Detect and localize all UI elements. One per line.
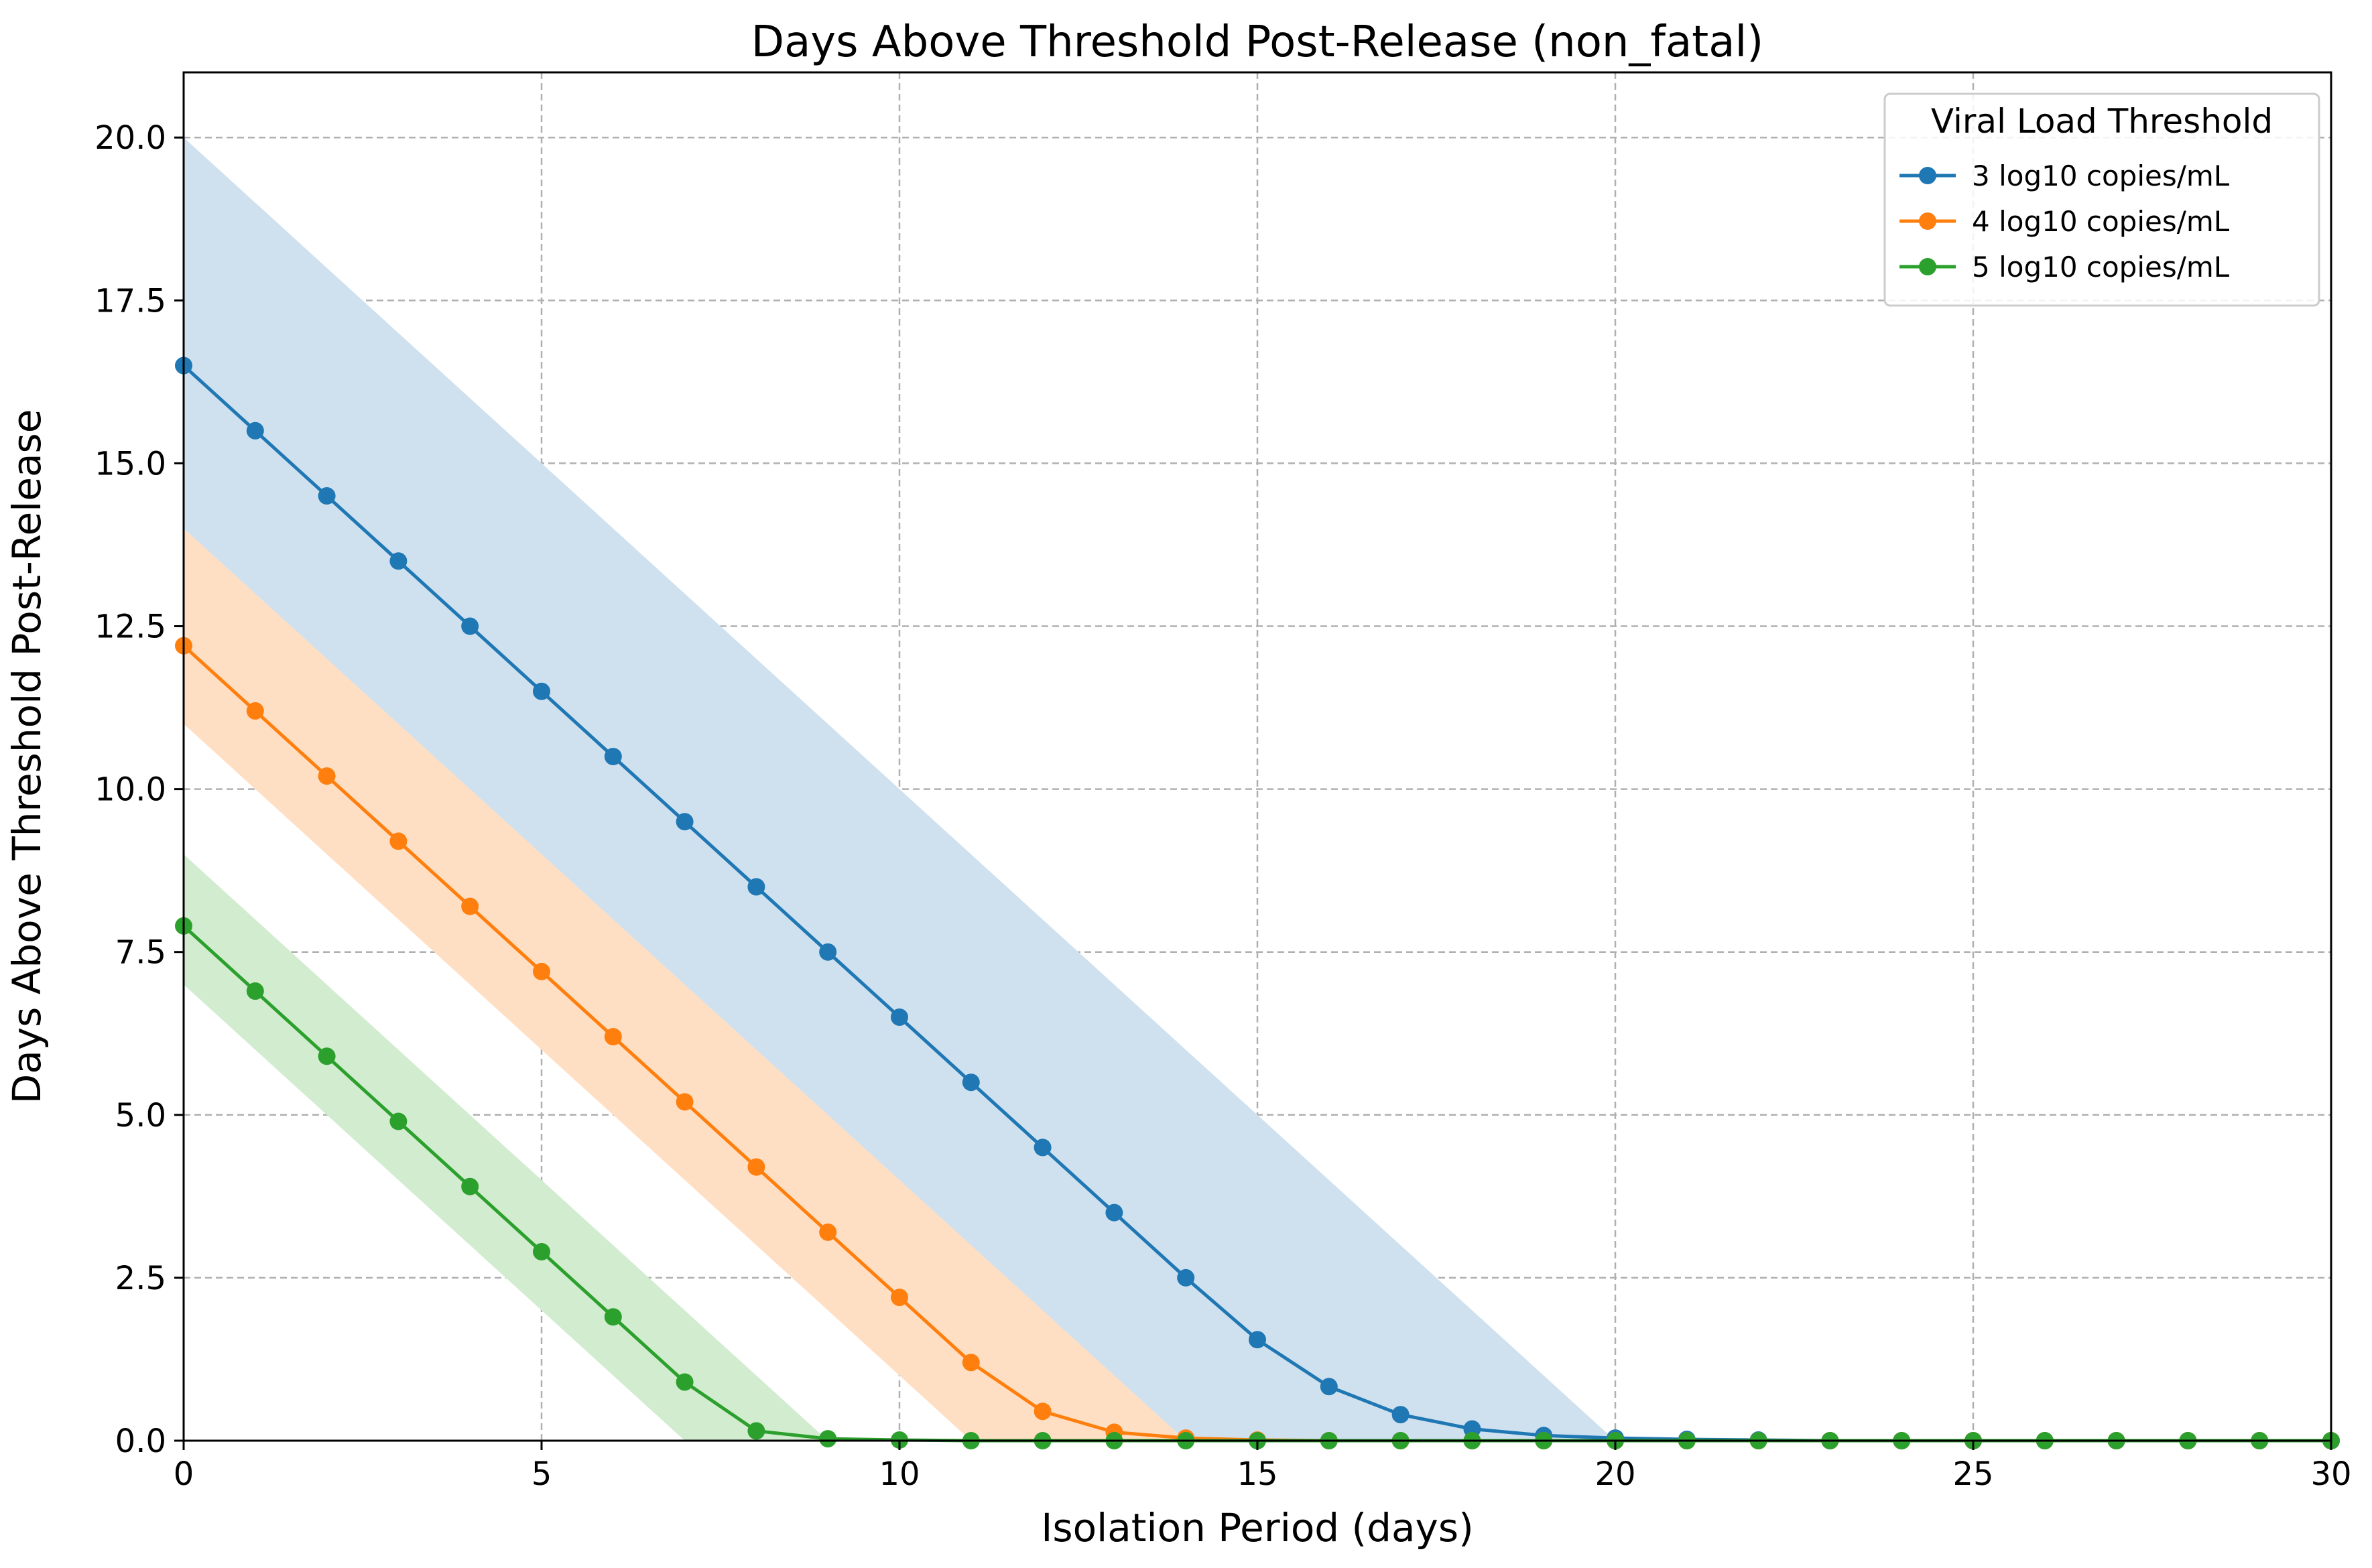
x-tick-label: 25 — [1952, 1455, 1993, 1493]
legend-entry: 3 log10 copies/mL — [1899, 159, 2230, 192]
x-axis-label: Isolation Period (days) — [1041, 1505, 1473, 1551]
data-point — [962, 1073, 980, 1092]
confidence-band — [184, 137, 2331, 1441]
data-point — [604, 1308, 622, 1326]
data-point — [389, 832, 408, 850]
data-point — [962, 1354, 980, 1372]
data-point — [533, 1243, 550, 1261]
x-tick-label: 5 — [532, 1455, 552, 1493]
axis-ticks: 0 5 10 15 20 25 30 0.0 2.5 5.0 7.5 10.0 12.5 15.0 17.5… — [95, 119, 2351, 1493]
y-tick-label: 5.0 — [115, 1097, 166, 1134]
data-point — [891, 1289, 908, 1307]
y-tick-label: 2.5 — [115, 1260, 166, 1297]
data-point — [1320, 1378, 1338, 1396]
y-axis-label: Days Above Threshold Post-Release — [4, 409, 50, 1104]
y-tick-label: 12.5 — [95, 608, 166, 646]
y-tick-label: 10.0 — [95, 771, 166, 809]
data-point — [676, 813, 694, 831]
data-point — [318, 1047, 336, 1065]
y-tick-label: 15.0 — [95, 445, 166, 482]
y-tick-label: 0.0 — [115, 1423, 166, 1460]
legend-marker-swatch — [1919, 258, 1936, 275]
legend-box — [1883, 92, 2320, 307]
data-point — [747, 1158, 765, 1176]
data-point — [1034, 1138, 1052, 1157]
data-point — [604, 748, 622, 765]
data-point — [389, 1112, 408, 1130]
y-tick-label: 20.0 — [95, 119, 166, 157]
data-point — [891, 1008, 908, 1026]
data-point — [819, 943, 837, 961]
data-point — [1105, 1203, 1123, 1222]
y-tick-label: 17.5 — [95, 282, 166, 320]
data-point — [246, 982, 264, 1000]
legend-marker-swatch — [1919, 212, 1936, 230]
confidence-band — [184, 528, 2331, 1441]
data-point — [533, 682, 550, 700]
data-point — [1249, 1331, 1266, 1349]
x-tick-label: 20 — [1595, 1455, 1635, 1493]
confidence-bands — [184, 137, 2331, 1441]
data-point — [533, 962, 550, 980]
data-point — [676, 1093, 694, 1111]
data-point — [1034, 1402, 1052, 1421]
legend-label: 5 log10 copies/mL — [1972, 251, 2230, 283]
x-tick-label: 10 — [879, 1455, 920, 1493]
data-point — [246, 421, 264, 440]
data-point — [819, 1430, 837, 1448]
chart-title: Days Above Threshold Post-Release (non_f… — [751, 17, 1763, 67]
legend: Viral Load Threshold 3 log10 copies/mL 4 … — [1883, 92, 2320, 307]
x-tick-label: 30 — [2310, 1455, 2351, 1493]
data-point — [318, 767, 336, 785]
data-point — [604, 1028, 622, 1046]
data-point — [461, 1177, 479, 1195]
legend-entry: 5 log10 copies/mL — [1899, 251, 2230, 283]
data-point — [1177, 1268, 1195, 1287]
data-point — [389, 552, 408, 570]
legend-label: 4 log10 copies/mL — [1972, 205, 2230, 238]
legend-label: 3 log10 copies/mL — [1972, 159, 2230, 192]
y-tick-label: 7.5 — [115, 934, 166, 972]
data-point — [676, 1373, 694, 1391]
data-point — [318, 487, 336, 505]
data-point — [819, 1223, 837, 1241]
data-point — [461, 617, 479, 635]
data-point — [1391, 1406, 1410, 1424]
data-point — [461, 897, 479, 915]
legend-entries: 3 log10 copies/mL 4 log10 copies/mL 5 log1… — [1899, 159, 2230, 283]
legend-marker-swatch — [1919, 167, 1936, 184]
data-point — [246, 702, 264, 720]
legend-entry: 4 log10 copies/mL — [1899, 205, 2230, 238]
x-tick-label: 0 — [174, 1455, 194, 1493]
data-point — [747, 878, 765, 896]
legend-title: Viral Load Threshold — [1931, 102, 2273, 141]
data-point — [747, 1422, 765, 1440]
x-tick-label: 15 — [1237, 1455, 1277, 1493]
